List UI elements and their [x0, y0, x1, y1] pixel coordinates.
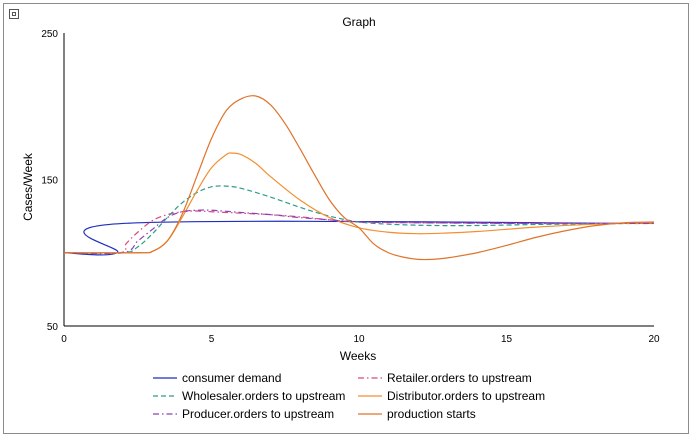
series-line-4	[63, 209, 654, 255]
legend-label: consumer demand	[182, 371, 281, 385]
legend-label: production starts	[387, 407, 476, 421]
series-line-1	[63, 210, 654, 254]
legend-label: Producer.orders to upstream	[182, 407, 334, 421]
x-tick-label: 15	[501, 334, 513, 345]
series-line-2	[63, 185, 655, 254]
x-axis-label: Weeks	[340, 349, 376, 363]
x-tick-label: 20	[648, 334, 660, 345]
window-menu-icon[interactable]	[9, 9, 19, 19]
legend-label: Distributor.orders to upstream	[387, 389, 545, 403]
x-tick-label: 5	[209, 334, 215, 345]
legend-label: Wholesaler.orders to upstream	[182, 389, 345, 403]
series-line-5	[63, 95, 655, 261]
x-tick-label: 10	[353, 334, 365, 345]
y-axis-label: Cases/Week	[21, 152, 35, 221]
chart-title: Graph	[342, 15, 375, 29]
legend: consumer demand Retailer.orders to upstre…	[153, 371, 545, 421]
series-line-3	[63, 152, 655, 254]
legend-label: Retailer.orders to upstream	[387, 371, 532, 385]
y-tick-label: 150	[41, 176, 58, 187]
y-tick-label: 50	[47, 322, 59, 333]
y-tick-label: 250	[41, 29, 58, 40]
series-lines	[63, 95, 655, 261]
axes: 0 5 10 15 20 50 150 250	[41, 29, 660, 345]
x-tick-label: 0	[61, 334, 67, 345]
series-line-0	[63, 220, 655, 256]
